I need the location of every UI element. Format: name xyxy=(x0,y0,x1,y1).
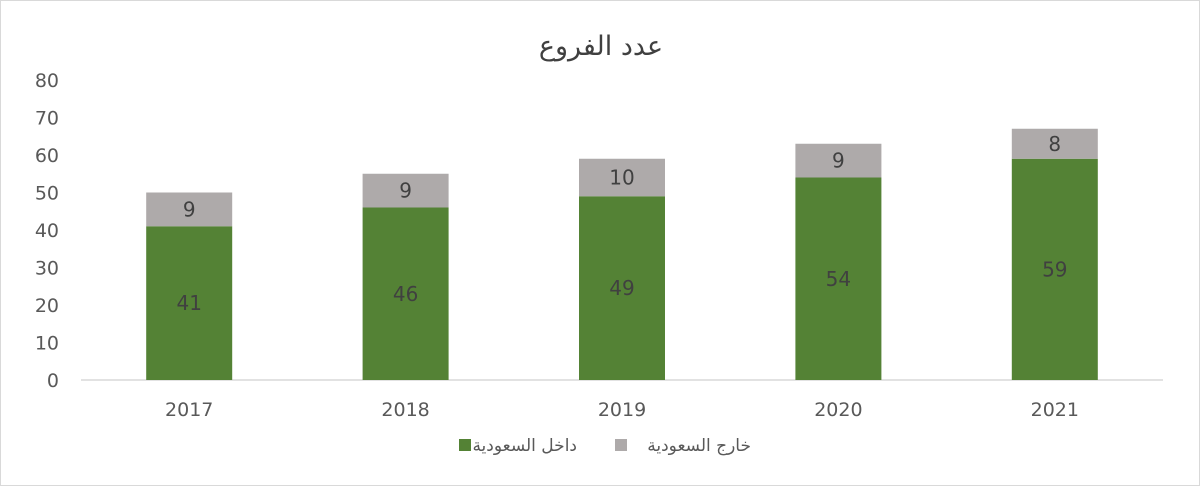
y-tick-label: 30 xyxy=(35,258,59,280)
bar-segment-inside xyxy=(362,207,449,380)
data-label: 41 xyxy=(176,291,201,315)
y-tick-label: 10 xyxy=(35,333,59,355)
bar-segment-inside xyxy=(1011,158,1098,380)
bar-segment-outside xyxy=(362,173,449,208)
x-tick-label: 2021 xyxy=(1031,399,1079,421)
y-axis: 0 10 20 30 40 50 60 70 80 xyxy=(35,70,59,392)
y-tick-label: 50 xyxy=(35,183,59,205)
data-label: 8 xyxy=(1048,132,1061,156)
data-label: 54 xyxy=(826,267,851,291)
bar-segment-outside xyxy=(795,143,882,178)
bar-segment-inside xyxy=(579,196,665,380)
legend-swatch xyxy=(615,439,627,451)
x-tick-label: 2018 xyxy=(381,399,429,421)
data-label: 9 xyxy=(183,197,196,221)
y-tick-label: 20 xyxy=(35,295,59,317)
data-label: 49 xyxy=(609,276,634,300)
x-tick-label: 2019 xyxy=(598,399,646,421)
bar-segment-outside xyxy=(146,192,233,227)
y-tick-label: 0 xyxy=(47,370,59,392)
x-axis: 2017 2018 2019 2020 2021 xyxy=(81,379,1163,421)
data-label: 59 xyxy=(1042,257,1067,281)
y-tick-label: 70 xyxy=(35,108,59,130)
y-tick-label: 40 xyxy=(35,220,59,242)
bar-segment-inside xyxy=(795,177,882,380)
bar-segment-outside xyxy=(579,158,665,197)
data-label: 46 xyxy=(393,282,418,306)
bar-segment-inside xyxy=(146,226,233,380)
data-label: 9 xyxy=(399,179,412,203)
x-tick-label: 2020 xyxy=(814,399,862,421)
bar-segment-outside xyxy=(1011,128,1098,159)
y-tick-label: 80 xyxy=(35,70,59,92)
x-tick-label: 2017 xyxy=(165,399,213,421)
legend: داخل السعودية خارج السعودية xyxy=(459,436,751,456)
y-tick-label: 60 xyxy=(35,145,59,167)
legend-label: داخل السعودية xyxy=(472,436,577,456)
data-label: 9 xyxy=(832,149,845,173)
legend-swatch xyxy=(459,439,471,451)
chart-title: عدد الفروع xyxy=(539,31,663,62)
data-label: 10 xyxy=(609,166,634,190)
legend-label: خارج السعودية xyxy=(647,436,751,456)
bars: 41 9 46 9 49 10 54 9 59 8 xyxy=(146,128,1098,380)
